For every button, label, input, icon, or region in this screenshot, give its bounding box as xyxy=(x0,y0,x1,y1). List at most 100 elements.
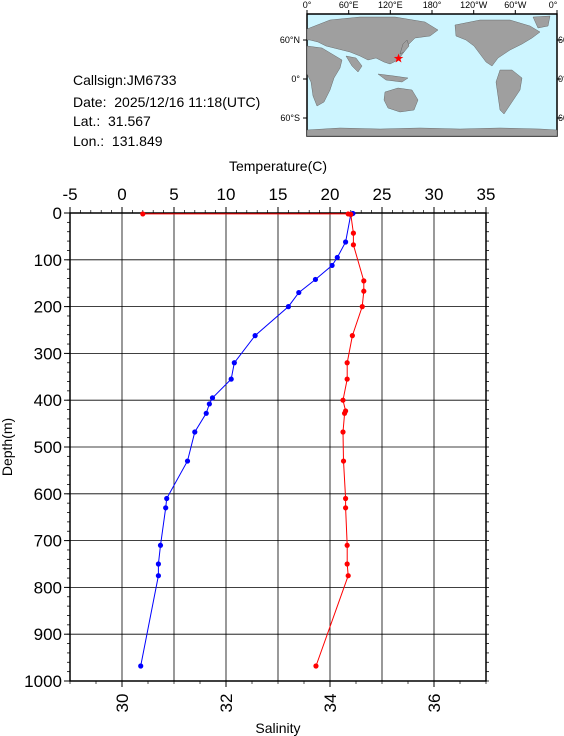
data-point-temperature xyxy=(209,395,216,401)
data-point-temperature xyxy=(296,289,302,296)
data-point-salinity xyxy=(343,495,349,502)
plot-frame xyxy=(69,212,487,682)
data-point-salinity xyxy=(313,663,319,669)
data-point-salinity xyxy=(349,333,355,339)
land-eurasia xyxy=(306,16,439,65)
map-lon-label: 60°W xyxy=(504,0,527,10)
data-point-temperature xyxy=(285,304,291,310)
map-lat-label: 0° xyxy=(291,74,300,84)
temperature-tick-label: 30 xyxy=(425,185,444,204)
map-lat-label-right: 60°N xyxy=(558,35,564,45)
date-label: Date: 2025/12/16 11:18(UTC) xyxy=(73,94,261,110)
data-point-temperature xyxy=(334,254,340,261)
data-point-temperature xyxy=(155,561,161,567)
data-point-salinity xyxy=(344,360,350,366)
salinity-tick-label: 32 xyxy=(217,694,236,713)
series-line-temperature xyxy=(140,213,354,667)
data-point-temperature xyxy=(157,542,164,548)
chart-ticks xyxy=(64,207,489,687)
data-point-temperature xyxy=(192,429,198,435)
data-point-temperature xyxy=(312,276,319,283)
data-point-salinity xyxy=(344,376,350,382)
data-point-salinity xyxy=(350,230,356,236)
data-point-temperature xyxy=(329,262,335,269)
data-point-salinity xyxy=(345,573,351,579)
land-africa xyxy=(306,45,343,107)
data-point-salinity xyxy=(140,211,146,217)
data-point-salinity xyxy=(344,542,350,548)
chart-grid xyxy=(69,212,487,682)
land-australia xyxy=(383,87,419,113)
y-axis-title: Depth(m) xyxy=(0,418,15,476)
land-south-america xyxy=(495,69,523,115)
map-land xyxy=(306,15,558,137)
temperature-tick-label: 25 xyxy=(373,185,392,204)
map-ticks xyxy=(303,10,561,119)
depth-tick-label: 300 xyxy=(34,344,62,363)
data-point-temperature xyxy=(206,401,212,407)
land-japan xyxy=(399,39,410,55)
depth-tick-label: 500 xyxy=(34,438,62,457)
data-point-temperature xyxy=(228,376,234,382)
data-point-salinity xyxy=(361,288,367,294)
data-point-salinity xyxy=(343,505,349,511)
data-point-salinity xyxy=(343,408,349,414)
salinity-tick-label: 36 xyxy=(425,694,444,713)
world-map: 0° 60°E 120°E 180° 120°W 60°W 0° 60°N 0°… xyxy=(280,0,564,137)
land-india xyxy=(345,55,363,73)
data-point-temperature xyxy=(164,495,170,502)
data-point-temperature xyxy=(343,239,349,245)
map-lon-label: 180° xyxy=(423,0,442,10)
station-marker-icon xyxy=(393,53,404,63)
temperature-tick-label: 0 xyxy=(117,185,126,204)
salinity-tick-label: 30 xyxy=(113,694,132,713)
depth-tick-label: 1000 xyxy=(24,672,62,691)
map-lon-label: 60°E xyxy=(339,0,359,10)
depth-tick-label: 400 xyxy=(34,391,62,410)
land-antarctica xyxy=(306,127,558,137)
data-point-temperature xyxy=(138,663,144,669)
data-point-salinity xyxy=(340,397,346,403)
land-greenland xyxy=(532,15,551,29)
map-lat-label: 60°N xyxy=(280,35,300,45)
map-lon-label: 120°E xyxy=(378,0,403,10)
data-point-salinity xyxy=(340,429,346,435)
map-lon-label: 0° xyxy=(303,0,312,10)
temperature-tick-label: 15 xyxy=(269,185,288,204)
data-point-salinity xyxy=(344,561,350,567)
temperature-tick-label: 5 xyxy=(169,185,178,204)
map-lat-label-right: 60°S xyxy=(558,113,564,123)
lon-label: Lon.: 131.849 xyxy=(73,133,163,149)
land-indonesia xyxy=(377,73,409,83)
temperature-tick-label: 20 xyxy=(321,185,340,204)
depth-tick-label: 800 xyxy=(34,578,62,597)
depth-tick-label: 100 xyxy=(34,251,62,270)
series-line-salinity xyxy=(142,213,365,667)
data-point-temperature xyxy=(350,210,356,217)
temperature-tick-label: 35 xyxy=(477,185,496,204)
data-point-temperature xyxy=(348,211,354,218)
data-point-salinity xyxy=(350,242,356,248)
top-axis-title: Temperature(C) xyxy=(229,158,327,174)
data-point-temperature xyxy=(184,458,191,464)
map-lat-label-right: 0° xyxy=(558,74,564,84)
data-point-salinity xyxy=(359,304,365,310)
data-point-salinity xyxy=(345,211,351,217)
depth-tick-label: 700 xyxy=(34,532,62,551)
data-point-salinity xyxy=(348,211,354,218)
data-point-salinity xyxy=(340,458,347,464)
lat-label: Lat.: 31.567 xyxy=(73,113,151,129)
depth-tick-label: 200 xyxy=(34,298,62,317)
chart-series xyxy=(138,210,367,669)
data-point-temperature xyxy=(163,505,169,511)
map-lat-label: 60°S xyxy=(280,113,300,123)
salinity-tick-label: 34 xyxy=(321,694,340,713)
land-north-america xyxy=(454,19,541,67)
depth-tick-label: 0 xyxy=(53,204,62,223)
map-lon-label: 120°W xyxy=(460,0,488,10)
data-point-temperature xyxy=(252,333,258,339)
bottom-axis-title: Salinity xyxy=(255,720,300,736)
data-point-temperature xyxy=(203,410,209,416)
data-point-temperature xyxy=(155,573,161,579)
